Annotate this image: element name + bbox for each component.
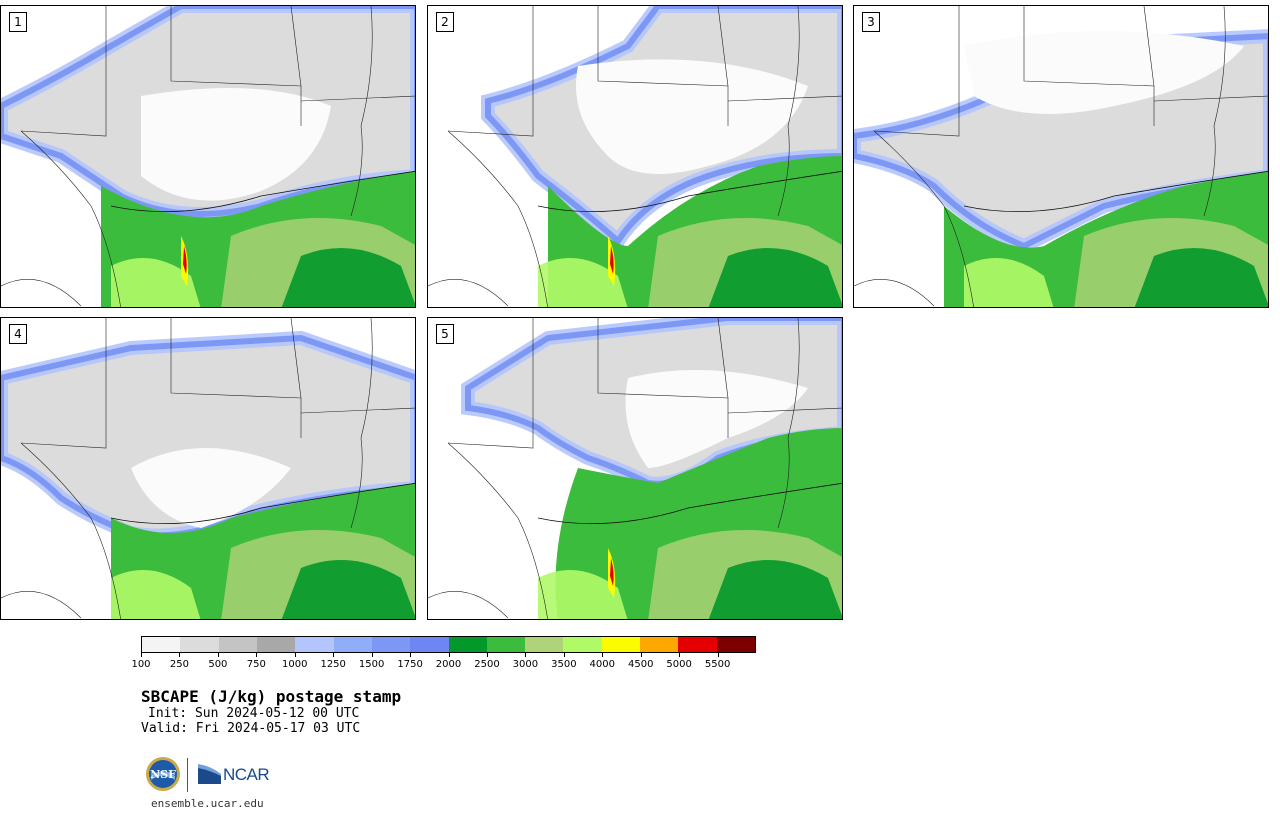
nsf-logo-icon: NSF xyxy=(146,757,180,791)
colorbar-tick xyxy=(602,653,604,657)
map-panel-3: 3 xyxy=(853,5,1269,308)
colorbar-swatch xyxy=(333,637,372,652)
map-panel-2: 2 xyxy=(427,5,843,308)
colorbar-tick xyxy=(294,653,296,657)
map-panel-5: 5 xyxy=(427,317,843,620)
panel-number-label: 2 xyxy=(436,12,454,32)
colorbar-tick xyxy=(448,653,450,657)
sbcape-map xyxy=(428,6,842,307)
colorbar-tick-label: 4500 xyxy=(627,659,654,670)
colorbar-tick-label: 4000 xyxy=(589,659,615,670)
panel-number-label: 5 xyxy=(436,324,454,344)
colorbar-swatch xyxy=(486,637,526,652)
sbcape-map xyxy=(1,318,415,619)
colorbar-tick-label: 3000 xyxy=(512,659,539,670)
colorbar-swatch xyxy=(525,637,564,652)
svg-text:NSF: NSF xyxy=(150,768,176,781)
colorbar-tick xyxy=(679,653,681,657)
colorbar-tick-label: 1750 xyxy=(397,659,423,670)
sbcape-map xyxy=(1,6,415,307)
colorbar-tick xyxy=(525,653,527,657)
site-url: ensemble.ucar.edu xyxy=(151,797,264,810)
colorbar-tick xyxy=(563,653,565,657)
colorbar-tick xyxy=(486,653,488,657)
logo-separator xyxy=(187,758,188,792)
colorbar-tick xyxy=(333,653,335,657)
colorbar-tick-label: 250 xyxy=(169,659,189,670)
init-time: Init: Sun 2024-05-12 00 UTC xyxy=(148,706,360,721)
colorbar-tick-label: 750 xyxy=(246,659,266,670)
colorbar-tick xyxy=(141,653,142,657)
colorbar-tick-label: 5000 xyxy=(666,659,692,670)
colorbar xyxy=(141,636,757,653)
colorbar-tick xyxy=(371,653,373,657)
colorbar-tick-label: 5500 xyxy=(704,659,731,670)
colorbar-swatch xyxy=(410,637,449,652)
colorbar-tick-label: 500 xyxy=(208,659,228,670)
colorbar-tick-label: 3500 xyxy=(551,659,577,670)
colorbar-swatch xyxy=(218,637,257,652)
ncar-logo-text: NCAR xyxy=(223,765,270,784)
logo-group: NSF NCAR xyxy=(145,756,285,796)
colorbar-swatch xyxy=(180,637,219,652)
colorbar-swatch xyxy=(371,637,411,652)
panel-number-label: 3 xyxy=(862,12,880,32)
colorbar-swatch xyxy=(256,637,296,652)
colorbar-tick-label: 2500 xyxy=(474,659,500,670)
colorbar-tick-label: 100 xyxy=(131,659,151,670)
chart-title: SBCAPE (J/kg) postage stamp xyxy=(141,687,402,706)
colorbar-swatch xyxy=(716,637,755,652)
colorbar-tick xyxy=(256,653,258,657)
colorbar-tick-label: 2000 xyxy=(435,659,462,670)
colorbar-swatch xyxy=(142,637,181,652)
colorbar-swatch xyxy=(563,637,602,652)
colorbar-ticks: 100 250 500 750 1000 1250 1500 1750 2000 2500 3000… xyxy=(0,653,800,673)
colorbar-swatch xyxy=(448,637,487,652)
sbcape-map xyxy=(428,318,842,619)
colorbar-tick xyxy=(217,653,219,657)
colorbar-swatch xyxy=(601,637,641,652)
panel-number-label: 1 xyxy=(9,12,27,32)
map-panel-1: 1 xyxy=(0,5,416,308)
colorbar-swatch xyxy=(295,637,334,652)
map-panel-4: 4 xyxy=(0,317,416,620)
valid-time: Valid: Fri 2024-05-17 03 UTC xyxy=(141,721,361,736)
colorbar-swatch xyxy=(640,637,679,652)
colorbar-tick-label: 1250 xyxy=(320,659,346,670)
panel-number-label: 4 xyxy=(9,324,27,344)
ncar-logo-icon xyxy=(198,764,221,784)
colorbar-tick xyxy=(410,653,412,657)
colorbar-tick xyxy=(179,653,181,657)
colorbar-tick xyxy=(640,653,642,657)
colorbar-tick-label: 1000 xyxy=(282,659,308,670)
colorbar-tick xyxy=(717,653,719,657)
sbcape-map xyxy=(854,6,1268,307)
colorbar-swatch xyxy=(678,637,717,652)
colorbar-tick-label: 1500 xyxy=(358,659,385,670)
